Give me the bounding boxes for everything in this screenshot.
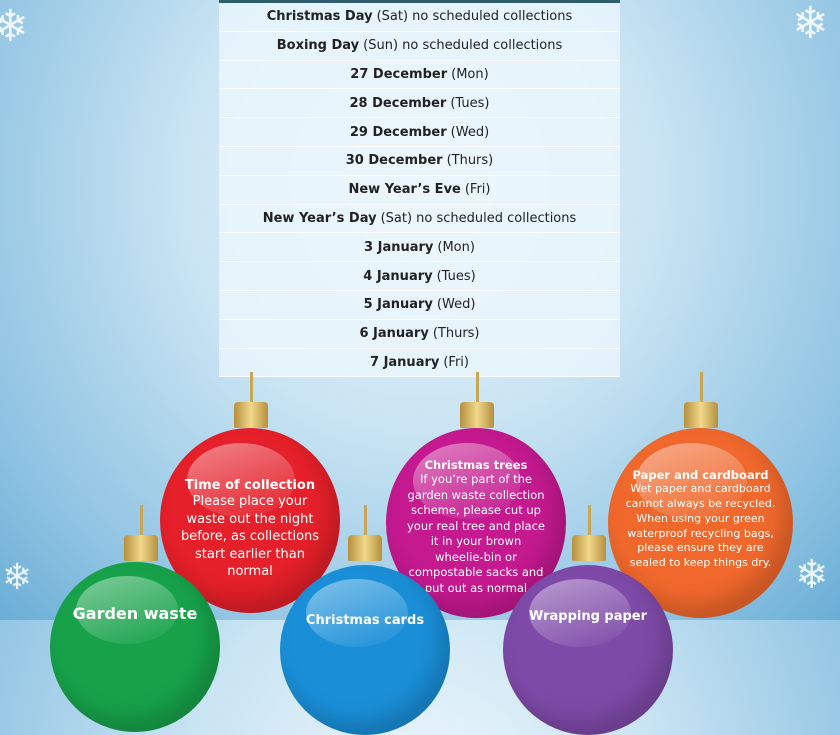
ornament-title: Paper and cardboard [632, 468, 769, 482]
schedule-note: (Mon) [437, 239, 475, 255]
ornament-string [140, 505, 143, 535]
schedule-date: 29 December [349, 124, 447, 140]
ornament-title: Time of collection [184, 478, 316, 493]
schedule-date: New Year’s Day [262, 210, 377, 226]
schedule-note: (Mon) [451, 66, 489, 82]
schedule-row: 30 December (Thurs) [219, 147, 620, 176]
ornament-text: Wet paper and cardboard cannot always be… [625, 482, 776, 570]
ornament-text: If you’re part of the garden waste colle… [407, 472, 545, 595]
snowflake-icon: ❄ [795, 552, 829, 598]
ornament-string [250, 372, 253, 402]
schedule-row: New Year’s Eve (Fri) [219, 176, 620, 205]
ornament-title: Christmas cards [305, 613, 425, 628]
schedule-date: 27 December [350, 66, 448, 82]
ornament-wrapping-paper: Wrapping paper [503, 565, 673, 735]
ornament-christmas-trees: Christmas trees If you’re part of the ga… [386, 428, 566, 618]
schedule-date: New Year’s Eve [348, 182, 461, 198]
ornament-string [700, 372, 703, 402]
ornament-title: Christmas trees [424, 458, 528, 472]
schedule-note: (Wed) [450, 124, 490, 140]
schedule-date: 7 January [370, 354, 440, 370]
ornament-cap [684, 402, 718, 428]
schedule-date: Boxing Day [276, 38, 360, 54]
schedule-row: 7 January (Fri) [219, 349, 620, 378]
schedule-row: Boxing Day (Sun) no scheduled collections [219, 32, 620, 61]
ornament-cap [348, 535, 382, 561]
ornament-cap [572, 535, 606, 561]
schedule-row: 5 January (Wed) [219, 291, 620, 320]
schedule-note: (Sat) no scheduled collections [376, 9, 573, 25]
schedule-note: (Thurs) [432, 326, 480, 342]
schedule-row: 28 December (Tues) [219, 89, 620, 119]
snowflake-icon: ❄ [2, 557, 33, 598]
schedule-row: 27 December (Mon) [219, 61, 620, 90]
ornament-title: Garden waste [72, 604, 198, 623]
ornament-string [588, 505, 591, 535]
ornament-string [364, 505, 367, 535]
schedule-row: 29 December (Wed) [219, 118, 620, 147]
schedule-row: 6 January (Thurs) [219, 320, 620, 349]
schedule-date: 30 December [345, 153, 443, 169]
ornament-text: Please place your waste out the night be… [180, 494, 320, 580]
ornament-time-of-collection: Time of collection Please place your was… [160, 428, 340, 613]
ornament-cap [124, 535, 158, 561]
snowflake-icon: ❄ [792, 0, 829, 49]
schedule-row: 3 January (Mon) [219, 233, 620, 263]
schedule-note: (Fri) [464, 182, 491, 198]
schedule-row: 4 January (Tues) [219, 262, 620, 291]
ornament-christmas-cards: Christmas cards [280, 565, 450, 735]
schedule-row: Christmas Day (Sat) no scheduled collecti… [219, 3, 620, 32]
schedule-note: (Sun) no scheduled collections [363, 38, 563, 54]
schedule-date: 3 January [364, 239, 434, 255]
schedule-note: (Thurs) [446, 153, 494, 169]
schedule-note: (Wed) [436, 297, 476, 313]
snowflake-icon: ❄ [0, 1, 29, 52]
schedule-note: (Tues) [450, 95, 490, 111]
schedule-note: (Fri) [443, 354, 469, 370]
schedule-note: (Tues) [436, 268, 476, 284]
collection-schedule-table: Christmas Day (Sat) no scheduled collecti… [219, 0, 620, 378]
ornament-cap [460, 402, 494, 428]
schedule-row: New Year’s Day (Sat) no scheduled collect… [219, 205, 620, 234]
schedule-date: 6 January [359, 326, 429, 342]
schedule-date: Christmas Day [266, 9, 373, 25]
ornament-cap [234, 402, 268, 428]
schedule-date: 28 December [349, 95, 447, 111]
ornament-string [476, 372, 479, 402]
ornament-garden-waste: Garden waste [50, 562, 220, 732]
schedule-note: (Sat) no scheduled collections [380, 210, 577, 226]
ornament-title: Wrapping paper [528, 609, 648, 624]
schedule-date: 4 January [363, 268, 433, 284]
schedule-date: 5 January [363, 297, 433, 313]
